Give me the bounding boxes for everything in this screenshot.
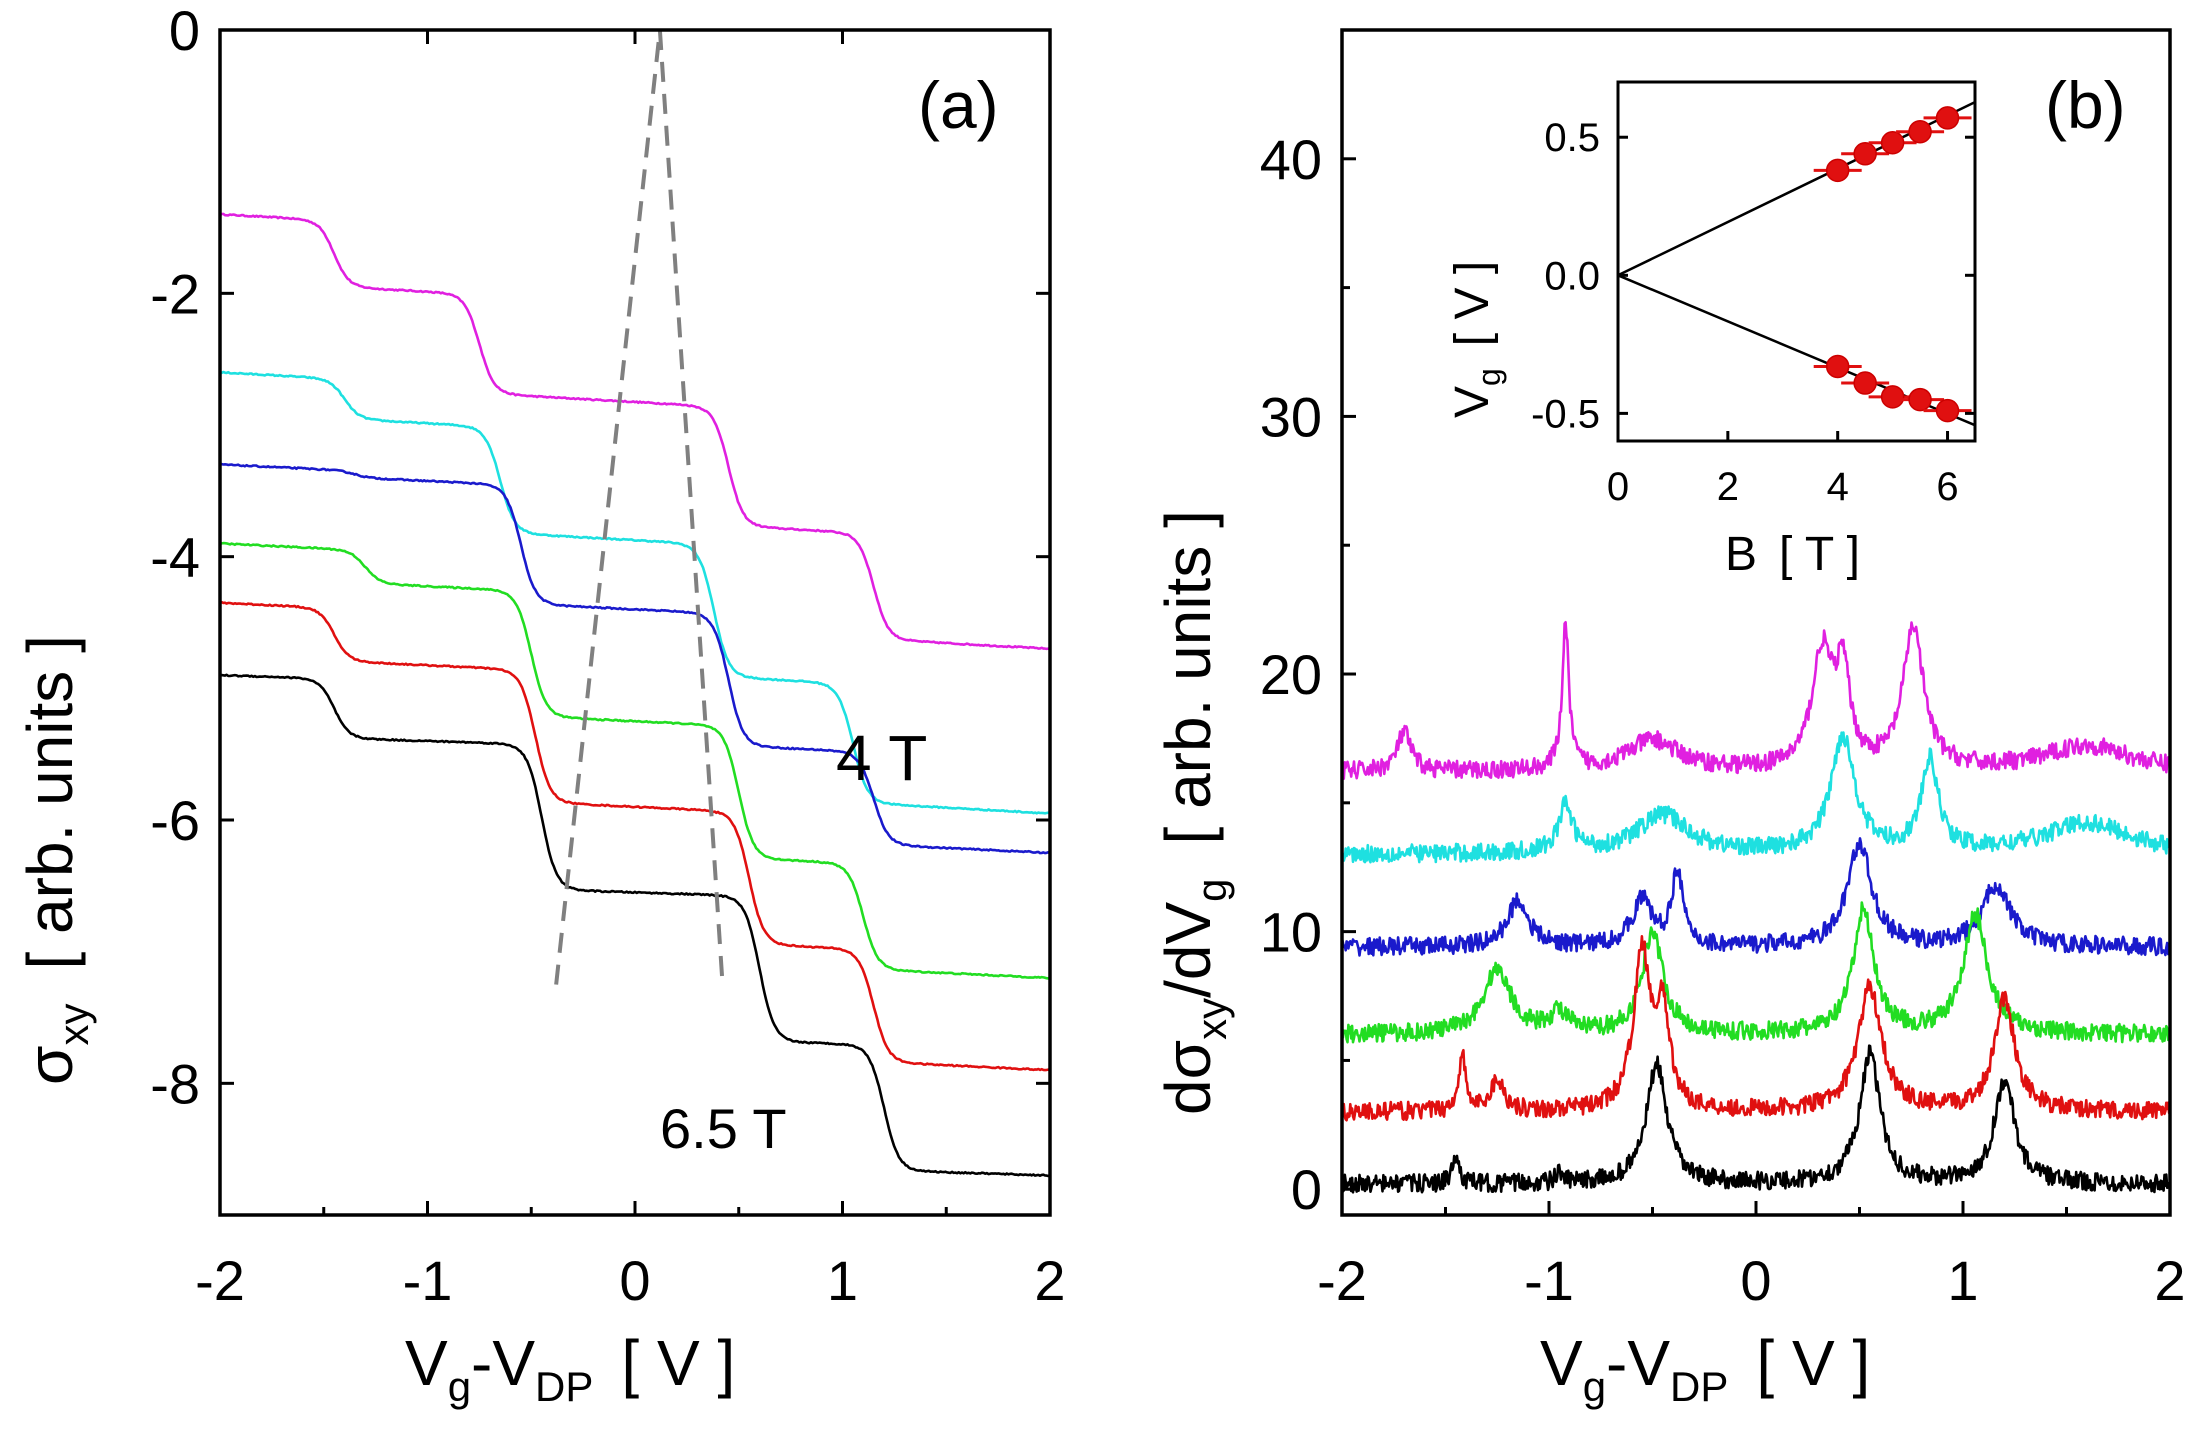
panel-b-x-tick-label: 0 [1740, 1249, 1771, 1312]
panel-b-curve-4-5-t [1341, 731, 2171, 864]
panel-b-y-tick-label: 10 [1260, 901, 1322, 964]
panel-b-curve-4-t [1340, 621, 2172, 780]
inset-point-upper [1935, 106, 1960, 130]
panel-a-curves [219, 212, 1051, 1178]
inset-x-axis-title: B[ T ] [1725, 528, 1860, 581]
panel-a-dashed-lines [554, 29, 725, 985]
inset-point-lower [1908, 387, 1932, 412]
inset-point-upper [1908, 119, 1932, 144]
panel-b-curve-6-5-t [1340, 1044, 2172, 1194]
panel-a-dashed-line-0 [554, 29, 662, 985]
panel-b-y-tick-label: 0 [1291, 1158, 1322, 1221]
panel-a-y-tick-label: 0 [169, 0, 200, 62]
panel-a-y-tick-label: -4 [150, 526, 200, 589]
inset-point-upper [1880, 131, 1905, 155]
panel-b-x-tick-label: -2 [1317, 1249, 1367, 1312]
panel-a-label: (a) [918, 68, 999, 142]
panel-a-y-tick-label: -6 [150, 789, 200, 852]
inset-y-tick-label: -0.5 [1531, 392, 1600, 436]
panel-b-y-axis-title: dσxy/dVg[ arb. units ] [1152, 510, 1235, 1115]
panel-a-x-tick-label: -1 [403, 1249, 453, 1312]
panel-b-y-tick-label: 20 [1260, 643, 1322, 706]
panel-a-y-tick-label: -8 [150, 1052, 200, 1115]
panel-a-x-tick-label: -2 [195, 1249, 245, 1312]
inset-y-ticks: 0.5 0.0 -0.5 [1531, 116, 1975, 436]
panel-a-curve-6-t [219, 600, 1051, 1072]
inset-y-tick-label: 0.5 [1544, 116, 1600, 160]
inset-chart: 0 2 4 6 0.5 0.0 -0.5 B[ T ] Vg[ V ] [1446, 80, 1977, 581]
panel-b-x-axis-title: Vg-VDP[ V ] [1540, 1327, 1870, 1410]
panel-a-curve-5-5-t [219, 541, 1051, 980]
panel-a-x-tick-label: 1 [827, 1249, 858, 1312]
panel-b-x-ticks: -2 -1 0 1 2 [1317, 1201, 2185, 1312]
panel-a-curve-4-t [219, 212, 1051, 651]
inset-x-tick-label: 6 [1936, 465, 1958, 509]
panel-b-x-tick-label: 1 [1947, 1249, 1978, 1312]
panel-a: -2 -1 0 1 2 0 -2 -4 -6 -8 (a) 4 T 6.5 T Vg-VDP[ … [14, 0, 1066, 1410]
panel-a-curve-5-t [219, 462, 1051, 855]
annotation-4t: 4 T [836, 722, 927, 794]
inset-point-upper [1825, 158, 1850, 183]
panel-b-label: (b) [2045, 68, 2126, 142]
inset-point-upper [1853, 142, 1877, 166]
panel-b-y-tick-label: 40 [1260, 128, 1322, 191]
panel-a-x-axis-title: Vg-VDP[ V ] [405, 1327, 735, 1410]
panel-a-y-axis-title: σxy[ arb. units ] [14, 635, 97, 1085]
inset-frame [1616, 80, 1977, 443]
inset-points [1813, 106, 1972, 423]
panel-a-y-tick-label: -2 [150, 262, 200, 325]
panel-a-dashed-line-1 [657, 29, 725, 979]
panel-a-x-tick-label: 0 [619, 1249, 650, 1312]
panel-a-x-ticks: -2 -1 0 1 2 [195, 30, 1066, 1312]
inset-x-tick-label: 4 [1827, 465, 1849, 509]
inset-x-tick-label: 2 [1717, 465, 1739, 509]
inset-point-lower [1853, 371, 1877, 395]
panel-b-curves [1340, 621, 2172, 1194]
panel-a-curve-6-5-t [219, 673, 1051, 1178]
inset-point-lower [1935, 398, 1960, 423]
panel-a-x-tick-label: 2 [1034, 1249, 1065, 1312]
inset-point-lower [1825, 354, 1850, 379]
panel-b-x-tick-label: 2 [2154, 1249, 2185, 1312]
inset-x-ticks: 0 2 4 6 [1607, 431, 1959, 509]
inset-point-lower [1880, 385, 1905, 409]
annotation-6-5t: 6.5 T [660, 1097, 787, 1160]
panel-b-y-tick-label: 30 [1260, 385, 1322, 448]
panel-b-y-ticks: 0 10 20 30 40 [1260, 128, 1356, 1221]
panel-a-y-ticks: 0 -2 -4 -6 -8 [150, 0, 1050, 1115]
inset-x-tick-label: 0 [1607, 465, 1629, 509]
panel-a-frame [218, 28, 1052, 1217]
inset-y-tick-label: 0.0 [1544, 254, 1600, 298]
panel-a-curve-4-5-t [219, 370, 1051, 815]
inset-y-axis-title: Vg[ V ] [1446, 261, 1507, 418]
panel-b-curve-5-5-t [1340, 901, 2172, 1044]
panel-b-x-tick-label: -1 [1524, 1249, 1574, 1312]
panel-b-curve-5-t [1340, 837, 2172, 957]
panel-b-curve-6-t [1340, 935, 2171, 1122]
